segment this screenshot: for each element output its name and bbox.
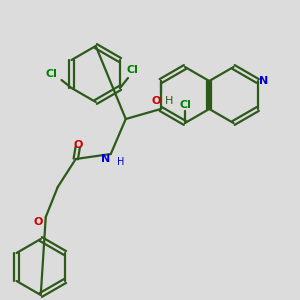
Text: O: O	[33, 217, 42, 227]
Text: N: N	[101, 154, 110, 164]
Text: O: O	[151, 96, 160, 106]
Text: H: H	[117, 157, 124, 167]
Text: O: O	[73, 140, 83, 150]
Text: Cl: Cl	[126, 65, 138, 75]
Text: Cl: Cl	[179, 100, 191, 110]
Text: H: H	[165, 96, 173, 106]
Text: N: N	[259, 76, 268, 86]
Text: Cl: Cl	[46, 69, 57, 79]
